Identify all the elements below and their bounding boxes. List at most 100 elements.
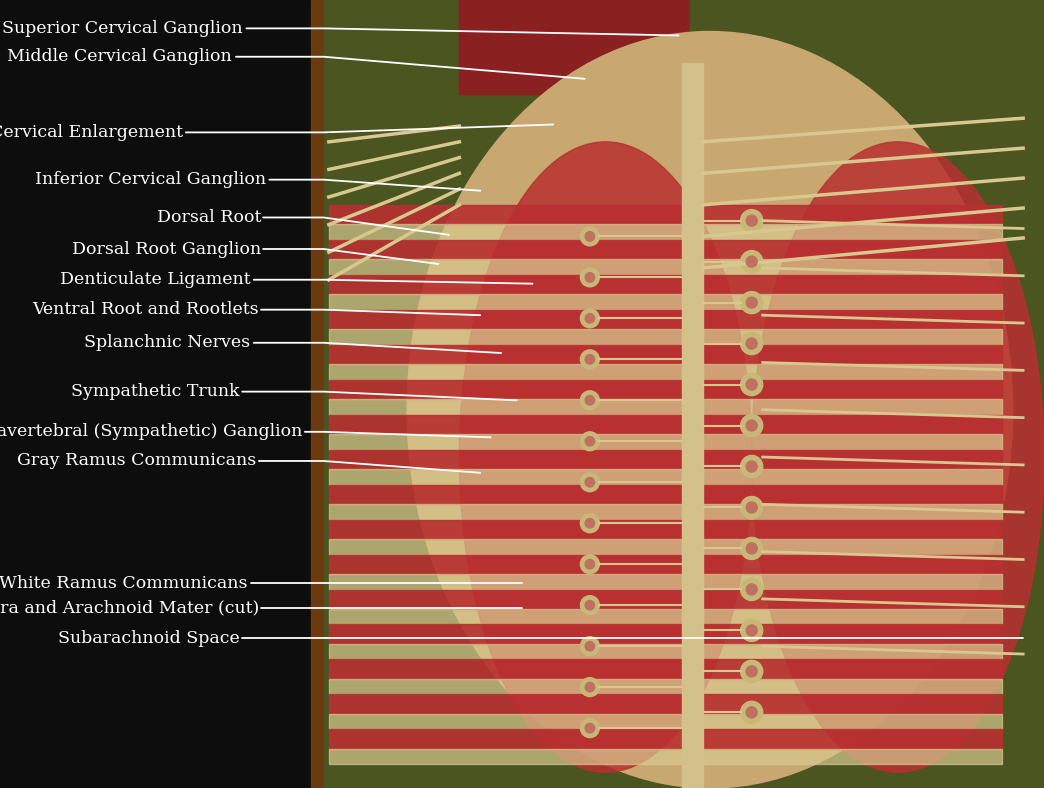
Circle shape <box>580 391 599 410</box>
Bar <box>329 555 682 574</box>
Circle shape <box>585 232 595 241</box>
Bar <box>703 749 1002 764</box>
Bar <box>0 0 311 788</box>
Text: Sympathetic Trunk: Sympathetic Trunk <box>71 383 240 400</box>
Circle shape <box>746 338 757 349</box>
Text: Splanchnic Nerves: Splanchnic Nerves <box>85 334 251 351</box>
Bar <box>329 259 682 275</box>
Bar <box>329 609 682 624</box>
Bar <box>703 555 1002 574</box>
Bar <box>703 589 1002 609</box>
Circle shape <box>740 496 763 519</box>
Circle shape <box>740 578 763 600</box>
Circle shape <box>740 333 763 355</box>
Bar <box>703 310 1002 329</box>
Bar <box>703 364 1002 380</box>
Bar <box>329 519 682 539</box>
Circle shape <box>740 374 763 396</box>
Bar <box>329 749 682 764</box>
Circle shape <box>746 502 757 513</box>
Circle shape <box>585 273 595 282</box>
Bar <box>703 660 1002 678</box>
Circle shape <box>746 666 757 677</box>
Circle shape <box>580 473 599 492</box>
Bar <box>329 485 682 504</box>
Bar <box>703 539 1002 555</box>
Bar <box>703 574 1002 589</box>
Circle shape <box>585 559 595 569</box>
Circle shape <box>585 723 595 733</box>
Bar <box>329 644 682 660</box>
Bar <box>329 589 682 609</box>
Circle shape <box>585 437 595 446</box>
Bar <box>329 624 682 644</box>
Bar <box>329 275 682 294</box>
Bar <box>703 485 1002 504</box>
Circle shape <box>585 600 595 610</box>
Bar <box>329 504 682 519</box>
Circle shape <box>585 682 595 692</box>
Circle shape <box>585 355 595 364</box>
Circle shape <box>746 707 757 718</box>
Circle shape <box>746 215 757 226</box>
Circle shape <box>585 314 595 323</box>
Circle shape <box>746 256 757 267</box>
Bar <box>703 275 1002 294</box>
Circle shape <box>580 596 599 615</box>
Bar <box>329 730 682 749</box>
Circle shape <box>580 719 599 738</box>
Bar <box>329 294 682 310</box>
Bar <box>703 678 1002 694</box>
Circle shape <box>580 637 599 656</box>
Bar <box>703 624 1002 644</box>
Circle shape <box>746 584 757 595</box>
Circle shape <box>740 414 763 437</box>
Bar <box>329 450 682 469</box>
Bar <box>329 678 682 694</box>
Text: Denticulate Ligament: Denticulate Ligament <box>60 271 251 288</box>
Circle shape <box>585 478 595 487</box>
Text: Middle Cervical Ganglion: Middle Cervical Ganglion <box>7 48 232 65</box>
Circle shape <box>580 432 599 451</box>
Bar <box>329 240 682 259</box>
Circle shape <box>580 514 599 533</box>
Bar <box>703 399 1002 414</box>
Circle shape <box>740 251 763 273</box>
Bar <box>703 240 1002 259</box>
Bar <box>703 644 1002 660</box>
Bar <box>329 539 682 555</box>
Circle shape <box>740 455 763 478</box>
Ellipse shape <box>752 142 1044 772</box>
Ellipse shape <box>459 142 752 772</box>
Bar <box>329 414 682 434</box>
Circle shape <box>740 210 763 232</box>
Text: Dura and Arachnoid Mater (cut): Dura and Arachnoid Mater (cut) <box>0 600 259 617</box>
Bar <box>703 519 1002 539</box>
Text: Superior Cervical Ganglion: Superior Cervical Ganglion <box>2 20 242 37</box>
Bar <box>329 224 682 240</box>
Circle shape <box>746 420 757 431</box>
Bar <box>703 345 1002 364</box>
Text: Cervical Enlargement: Cervical Enlargement <box>0 124 183 141</box>
Circle shape <box>585 396 595 405</box>
Bar <box>311 0 324 788</box>
Bar <box>703 434 1002 450</box>
Circle shape <box>580 678 599 697</box>
Circle shape <box>746 625 757 636</box>
Bar <box>703 450 1002 469</box>
Bar <box>329 345 682 364</box>
Bar <box>703 259 1002 275</box>
Circle shape <box>740 660 763 682</box>
Circle shape <box>746 379 757 390</box>
Bar <box>703 224 1002 240</box>
Circle shape <box>746 461 757 472</box>
Circle shape <box>580 268 599 287</box>
Bar <box>329 434 682 450</box>
Circle shape <box>740 537 763 559</box>
Ellipse shape <box>407 32 1013 788</box>
Circle shape <box>740 701 763 723</box>
Text: Paravertebral (Sympathetic) Ganglion: Paravertebral (Sympathetic) Ganglion <box>0 423 303 440</box>
Circle shape <box>580 227 599 246</box>
Bar <box>703 380 1002 399</box>
Circle shape <box>585 641 595 651</box>
